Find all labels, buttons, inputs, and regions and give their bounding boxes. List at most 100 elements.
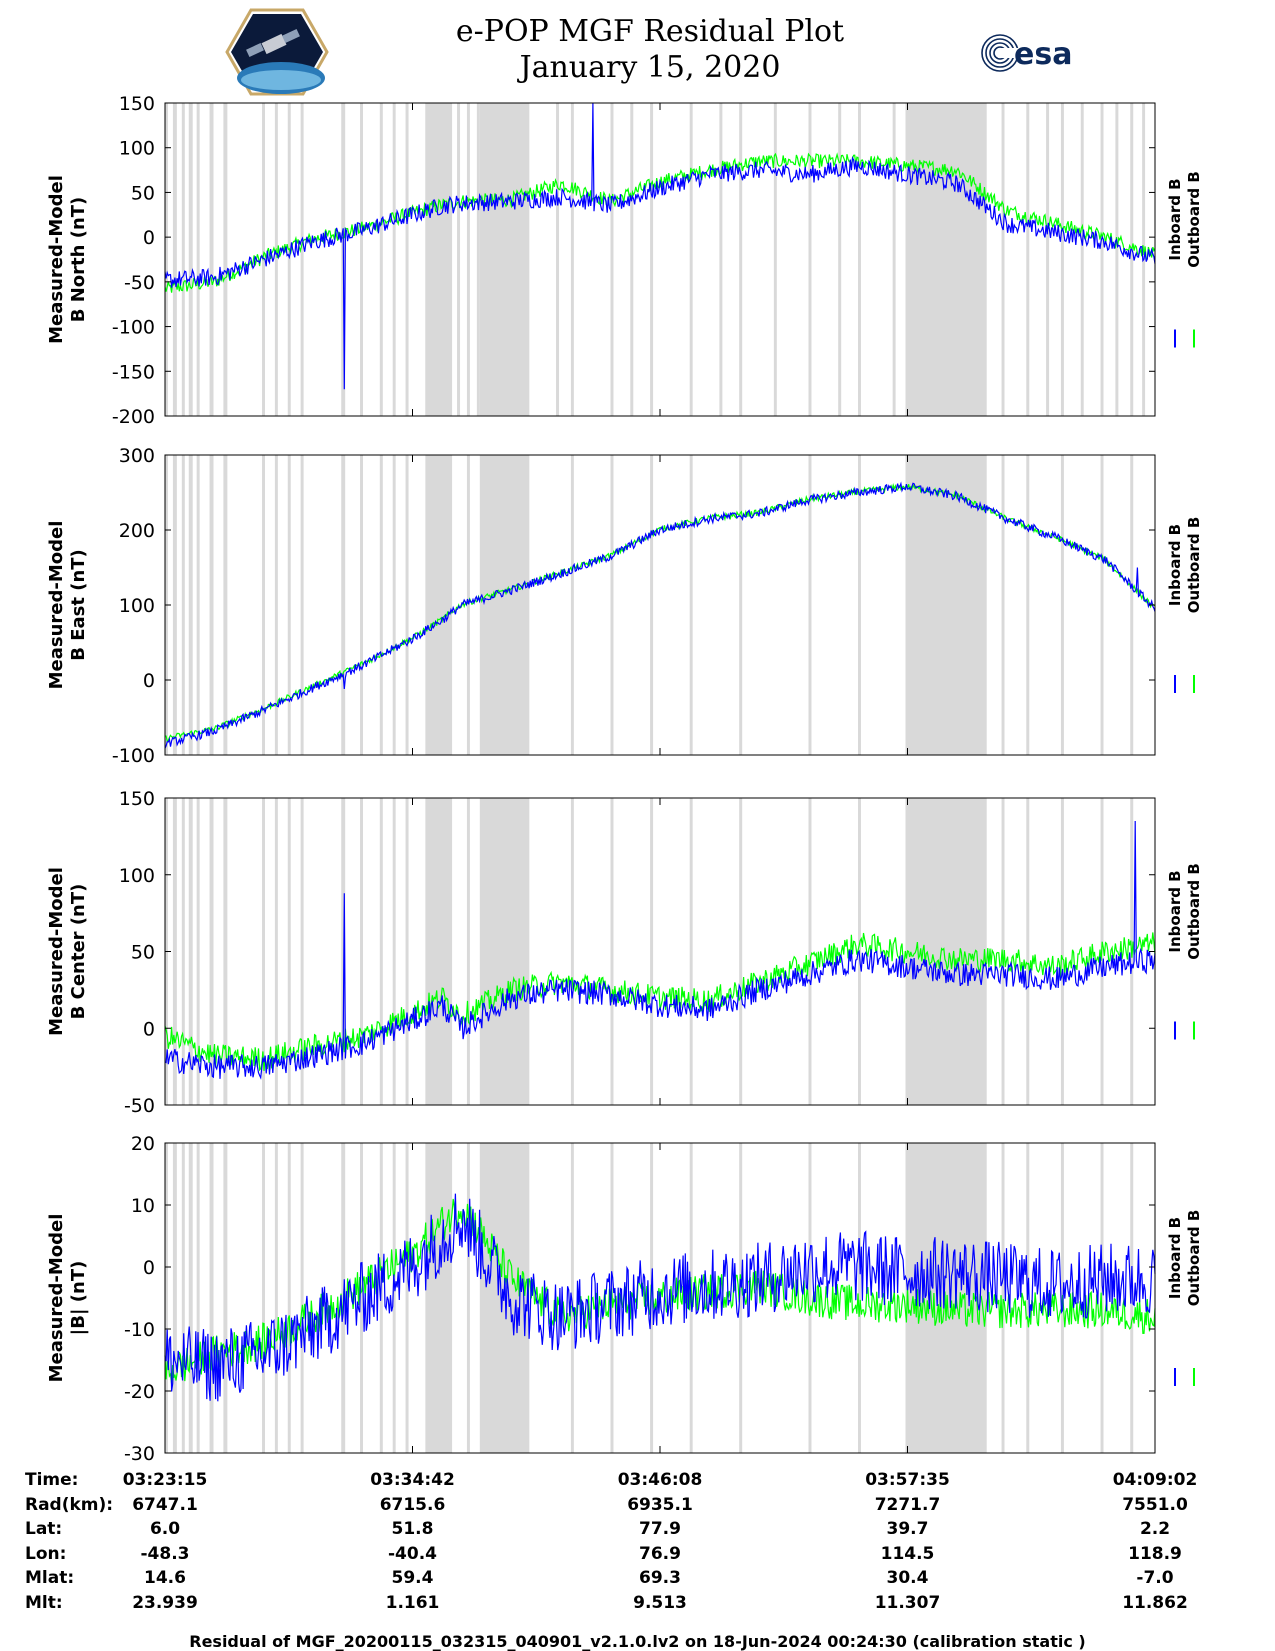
- y-tick-label: 100: [119, 595, 155, 617]
- shaded-gap: [858, 455, 861, 755]
- shaded-gap: [262, 103, 265, 416]
- shaded-gap: [719, 103, 723, 416]
- shaded-gap: [479, 1143, 530, 1453]
- plot-frame: [164, 454, 1156, 756]
- esa-logo-icon: esa: [981, 34, 1072, 72]
- y-tick-label: -20: [124, 1381, 155, 1403]
- shaded-gap: [739, 1143, 743, 1453]
- shaded-gap: [1001, 1143, 1005, 1453]
- shaded-gap: [1100, 1143, 1104, 1453]
- shaded-gaps: [165, 455, 1134, 755]
- shaded-gap: [479, 455, 530, 755]
- shaded-gap: [858, 103, 861, 416]
- shaded-gap: [1115, 103, 1119, 416]
- shaded-gap: [739, 103, 743, 416]
- shaded-gap: [379, 798, 383, 1105]
- shaded-gap: [425, 455, 453, 755]
- series-outboard: [164, 152, 1156, 293]
- y-tick-label: -50: [124, 272, 155, 294]
- shaded-gap: [392, 455, 396, 755]
- shaded-gap: [196, 103, 200, 416]
- shaded-gap: [405, 455, 409, 755]
- shaded-gap: [360, 1143, 363, 1453]
- y-axis-label: Measured-ModelB East (nT): [46, 521, 89, 690]
- shaded-gap: [392, 798, 396, 1105]
- legend-inboard-label: Inboard B: [1166, 178, 1184, 260]
- shaded-gap: [262, 1143, 265, 1453]
- shaded-gap: [300, 455, 304, 755]
- legend-inboard-label: Inboard B: [1166, 870, 1184, 952]
- y-tick-label: 200: [119, 520, 155, 542]
- series-outboard: [164, 482, 1156, 742]
- shaded-gap: [209, 798, 214, 1105]
- shaded-gap: [457, 103, 461, 416]
- y-axis-label-line2: B North (nT): [68, 197, 89, 323]
- panel-3: 150 100 50 0 -50 Measured-ModelB Center (nT) I…: [46, 788, 1203, 1117]
- y-axis-label-line2: B Center (nT): [68, 884, 89, 1020]
- cassiope-logo-icon: [225, 8, 329, 96]
- y-tick-label: 0: [143, 670, 155, 692]
- shaded-gap: [274, 798, 278, 1105]
- shaded-gap: [739, 455, 743, 755]
- y-tick-label: 100: [119, 138, 155, 160]
- shaded-gap: [1026, 103, 1030, 416]
- shaded-gap: [341, 798, 346, 1105]
- shaded-gap: [181, 455, 185, 755]
- shaded-gap: [287, 103, 291, 416]
- shaded-gap: [300, 798, 304, 1105]
- shaded-gap: [379, 1143, 383, 1453]
- shaded-gap: [172, 798, 177, 1105]
- y-tick-label: 300: [119, 445, 155, 467]
- shaded-gap: [223, 103, 228, 416]
- y-tick-label: -10: [124, 1319, 155, 1341]
- shaded-gap: [650, 103, 654, 416]
- shaded-gap: [1060, 798, 1064, 1105]
- shaded-gap: [892, 103, 896, 416]
- shaded-gap: [165, 103, 168, 416]
- shaded-gap: [808, 798, 812, 1105]
- legend-inboard-label: Inboard B: [1166, 524, 1184, 606]
- shaded-gap: [188, 798, 193, 1105]
- shaded-gaps: [165, 798, 1134, 1105]
- y-tick-label: -200: [112, 406, 155, 428]
- shaded-gap: [1080, 103, 1084, 416]
- shaded-gap: [287, 1143, 291, 1453]
- shaded-gap: [905, 798, 987, 1105]
- chart-title: e-POP MGF Residual Plot January 15, 2020: [360, 14, 940, 86]
- shaded-gap: [392, 103, 396, 416]
- shaded-gap: [188, 1143, 193, 1453]
- chart-title-line2: January 15, 2020: [519, 50, 781, 85]
- shaded-gap: [556, 103, 560, 416]
- shaded-gap: [689, 455, 693, 755]
- legend-outboard-label: Outboard B: [1185, 863, 1203, 960]
- y-axis-label: Measured-ModelB North (nT): [46, 175, 89, 344]
- shaded-gap: [425, 1143, 453, 1453]
- y-tick-label: -100: [112, 317, 155, 339]
- y-tick-label: -150: [112, 361, 155, 383]
- shaded-gap: [905, 455, 987, 755]
- shaded-gap: [341, 455, 346, 755]
- y-tick-label: 50: [131, 942, 155, 964]
- shaded-gap: [405, 1143, 409, 1453]
- shaded-gap: [405, 103, 409, 416]
- shaded-gap: [172, 455, 177, 755]
- legend-outboard-label: Outboard B: [1185, 1210, 1203, 1307]
- shaded-gap: [196, 455, 200, 755]
- shaded-gap: [274, 455, 278, 755]
- shaded-gap: [405, 798, 409, 1105]
- shaded-gap: [610, 103, 614, 416]
- shaded-gap: [360, 455, 363, 755]
- shaded-gap: [392, 1143, 396, 1453]
- y-tick-label: 0: [143, 1257, 155, 1279]
- shaded-gap: [858, 1143, 861, 1453]
- shaded-gaps: [165, 103, 1146, 416]
- shaded-gap: [1001, 798, 1005, 1105]
- shaded-gap: [300, 1143, 304, 1453]
- y-axis-label: Measured-Model|B| (nT): [46, 1214, 89, 1383]
- y-tick-label: 10: [131, 1195, 155, 1217]
- shaded-gap: [570, 798, 574, 1105]
- shaded-gap: [1060, 103, 1064, 416]
- legend-outboard-label: Outboard B: [1185, 517, 1203, 614]
- series-inboard: [164, 481, 1156, 749]
